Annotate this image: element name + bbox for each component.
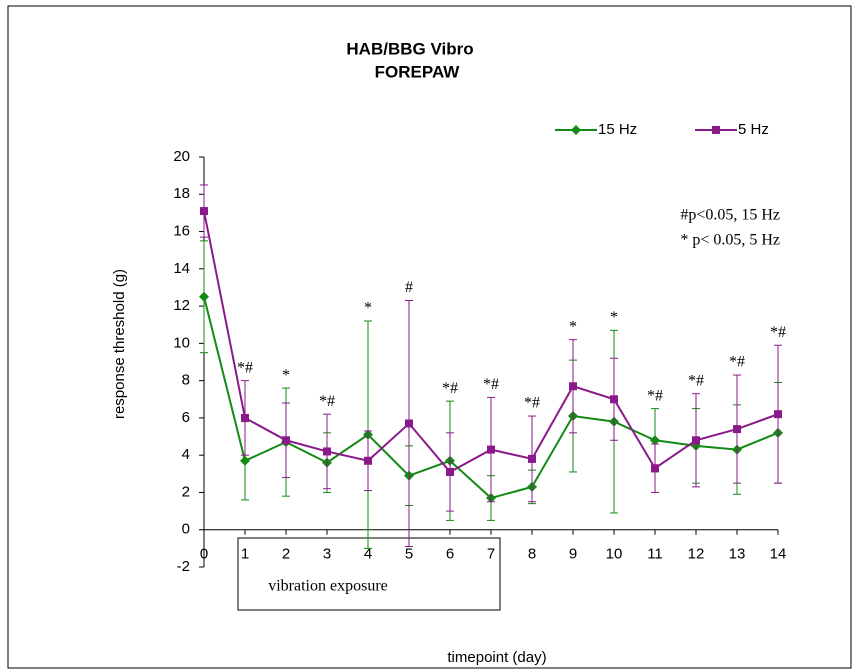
legend-marker	[712, 126, 720, 134]
legend-label: 5 Hz	[738, 121, 769, 138]
marker	[487, 445, 495, 454]
marker	[569, 382, 577, 391]
marker	[364, 456, 372, 465]
x-tick-label: 0	[200, 546, 208, 563]
legend-marker	[571, 125, 581, 135]
y-tick-label: -2	[177, 558, 190, 575]
x-tick-label: 12	[688, 546, 705, 563]
marker	[323, 447, 331, 456]
marker	[651, 464, 659, 473]
significance-label: #	[405, 279, 413, 296]
marker	[200, 207, 208, 216]
y-tick-label: 8	[182, 372, 190, 389]
marker	[733, 425, 741, 434]
y-tick-label: 10	[173, 334, 190, 351]
x-tick-label: 8	[528, 546, 536, 563]
significance-label: *#	[319, 393, 335, 410]
marker	[199, 291, 209, 302]
frame	[7, 5, 852, 669]
x-tick-label: 13	[729, 546, 746, 563]
significance-label: *#	[524, 395, 540, 412]
marker	[240, 455, 250, 466]
exposure-label: vibration exposure	[268, 578, 388, 595]
marker	[282, 436, 290, 445]
x-tick-label: 2	[282, 546, 290, 563]
y-tick-label: 20	[173, 148, 190, 165]
x-tick-label: 10	[606, 546, 623, 563]
exposure-box	[237, 537, 501, 611]
marker	[650, 435, 660, 446]
y-tick-label: 0	[182, 521, 190, 538]
significance-label: *#	[442, 380, 458, 397]
significance-label: *	[282, 367, 290, 384]
y-tick-label: 4	[182, 446, 190, 463]
significance-label: *	[364, 300, 372, 317]
y-tick-label: 12	[173, 297, 190, 314]
x-tick-label: 7	[487, 546, 495, 563]
x-tick-label: 3	[323, 546, 331, 563]
marker	[405, 419, 413, 428]
y-axis-label: response threshold (g)	[111, 269, 128, 419]
significance-label: *#	[688, 372, 704, 389]
chart-title: FOREPAW	[375, 62, 461, 81]
legend-label: 15 Hz	[598, 121, 637, 138]
y-tick-label: 18	[173, 185, 190, 202]
y-tick-label: 2	[182, 483, 190, 500]
y-tick-label: 14	[173, 260, 190, 277]
x-tick-label: 1	[241, 546, 249, 563]
y-tick-label: 16	[173, 223, 190, 240]
note: #p<0.05, 15 Hz	[680, 207, 780, 224]
x-tick-label: 6	[446, 546, 454, 563]
x-tick-label: 5	[405, 546, 413, 563]
significance-label: *#	[237, 359, 253, 376]
x-tick-label: 9	[569, 546, 577, 563]
chart-title: HAB/BBG Vibro	[346, 39, 473, 58]
marker	[692, 436, 700, 445]
significance-label: *	[569, 318, 577, 335]
significance-label: *#	[770, 324, 786, 341]
significance-label: *#	[729, 354, 745, 371]
marker	[241, 413, 249, 422]
x-tick-label: 14	[770, 546, 787, 563]
significance-label: *	[610, 309, 618, 326]
marker	[446, 467, 454, 476]
y-tick-label: 6	[182, 409, 190, 426]
marker	[610, 395, 618, 404]
note: * p< 0.05, 5 Hz	[680, 232, 780, 249]
significance-label: *#	[647, 387, 663, 404]
x-axis-label: timepoint (day)	[447, 649, 546, 666]
x-tick-label: 4	[364, 546, 372, 563]
marker	[528, 454, 536, 463]
significance-label: *#	[483, 376, 499, 393]
x-tick-label: 11	[647, 546, 663, 563]
marker	[774, 410, 782, 419]
